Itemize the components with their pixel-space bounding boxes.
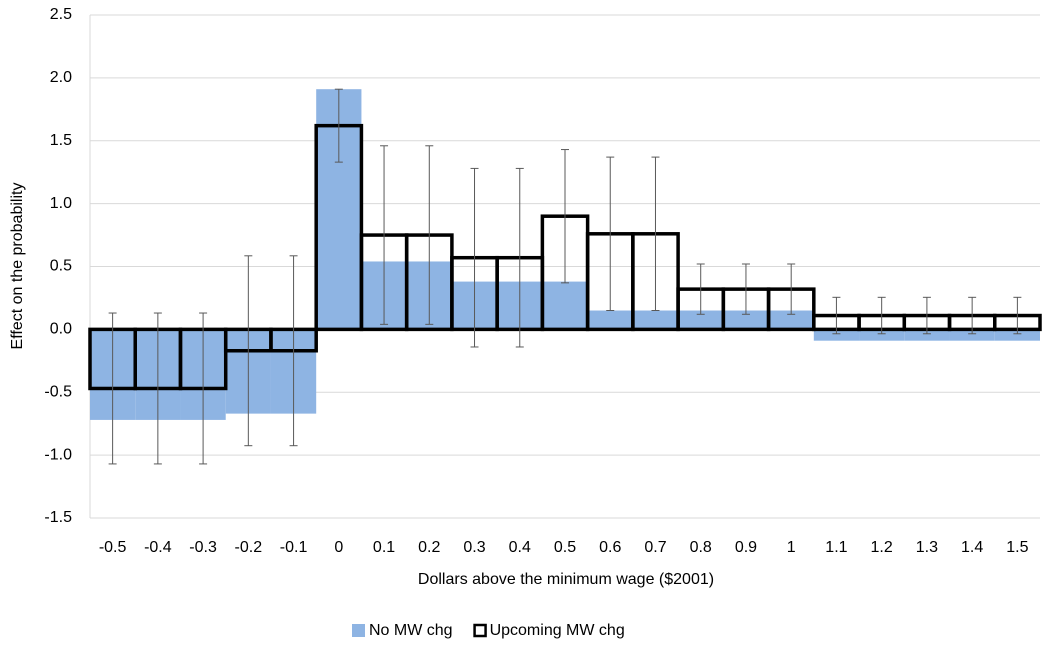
error-bar	[696, 263, 705, 315]
bar	[632, 310, 679, 330]
error-bar	[651, 156, 660, 312]
error-bar	[199, 312, 208, 465]
x-tick-label: 1.3	[916, 539, 938, 556]
error-bar	[425, 145, 434, 325]
bar	[542, 281, 588, 330]
error-bar	[108, 312, 117, 465]
x-tick-label: 1.5	[1006, 539, 1028, 556]
error-bar	[244, 255, 253, 447]
x-tick-label: -0.5	[99, 539, 127, 556]
error-bar	[289, 255, 298, 447]
x-tick-label: 1.2	[871, 539, 893, 556]
error-bar	[561, 149, 569, 284]
x-axis-title: Dollars above the minimum wage ($2001)	[418, 571, 714, 588]
legend-swatch	[473, 623, 487, 638]
x-tick-label: 0.4	[509, 539, 531, 556]
error-bar	[922, 296, 931, 335]
x-tick-label: 0	[334, 539, 343, 556]
bar	[587, 310, 633, 330]
bar	[678, 310, 724, 330]
y-tick-label: -1.5	[44, 509, 72, 526]
y-tick-label: -1.0	[44, 446, 72, 463]
error-bar	[153, 312, 162, 465]
bar	[813, 329, 860, 341]
y-tick-label: 1.0	[50, 195, 72, 212]
x-tick-label: 0.5	[554, 539, 576, 556]
y-tick-label: 1.5	[50, 132, 72, 149]
y-tick-label: 2.0	[50, 69, 72, 86]
x-tick-label: 0.3	[463, 539, 485, 556]
y-tick-label: 2.5	[50, 6, 72, 23]
x-tick-label: -0.3	[189, 539, 217, 556]
x-tick-label: 0.2	[418, 539, 440, 556]
x-tick-label: 0.1	[373, 539, 395, 556]
error-bar	[787, 263, 796, 315]
error-bar	[877, 296, 886, 335]
y-tick-label: 0.5	[50, 258, 72, 275]
error-bar	[606, 156, 615, 312]
error-bar	[334, 88, 343, 163]
legend-label: No MW chg	[369, 622, 453, 639]
bar	[904, 329, 950, 341]
y-tick-label: -0.5	[44, 383, 72, 400]
error-bar	[741, 263, 750, 315]
error-bar	[470, 167, 479, 348]
bar	[768, 310, 814, 330]
x-tick-label: 0.7	[644, 539, 666, 556]
error-bar	[380, 145, 389, 325]
y-tick-label: 0.0	[50, 321, 72, 338]
x-tick-label: 0.9	[735, 539, 757, 556]
x-tick-label: 0.6	[599, 539, 621, 556]
y-axis-title: Effect on the probability	[9, 183, 26, 350]
x-tick-label: -0.2	[235, 539, 263, 556]
x-tick-label: 1.1	[825, 539, 847, 556]
error-bar	[1013, 296, 1022, 335]
legend-swatch	[352, 624, 365, 637]
bar	[859, 329, 905, 341]
bar	[723, 310, 769, 330]
bar	[994, 329, 1040, 341]
legend-label: Upcoming MW chg	[490, 622, 625, 639]
error-bar	[832, 296, 841, 335]
x-tick-label: -0.1	[280, 539, 308, 556]
bar	[949, 329, 995, 341]
x-tick-label: 0.8	[690, 539, 712, 556]
x-tick-label: 1.4	[961, 539, 983, 556]
x-tick-label: 1	[787, 539, 796, 556]
x-tick-label: -0.4	[144, 539, 172, 556]
error-bar	[515, 167, 524, 348]
error-bar	[968, 296, 977, 335]
